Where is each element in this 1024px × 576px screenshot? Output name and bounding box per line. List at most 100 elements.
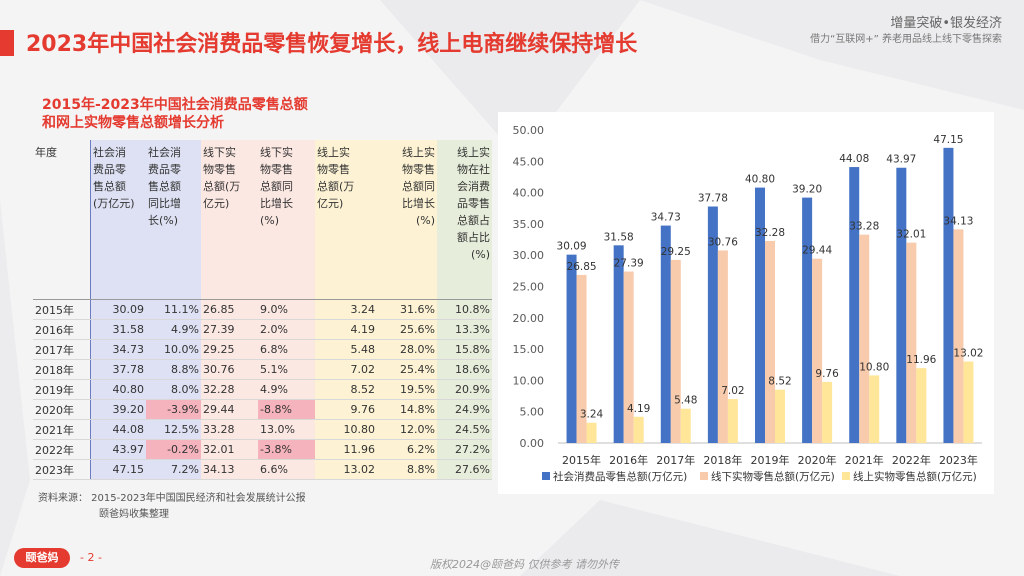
header-tagline: 增量突破•银发经济 [890, 16, 1002, 31]
table-cell: 34.73 [90, 339, 146, 360]
bar [896, 167, 907, 443]
legend-label: 社会消费品零售总额(万亿元) [553, 470, 687, 483]
data-label: 27.39 [614, 258, 644, 270]
bar [660, 225, 671, 443]
table-cell: 14.8% [377, 399, 437, 420]
table-header-text: 费品零 [148, 163, 181, 176]
table-cell: 19.5% [377, 379, 437, 400]
y-tick-label: 15.00 [513, 343, 545, 356]
table-cell: -8.8% [258, 399, 315, 420]
table-title: 2015年-2023年中国社会消费品零售总额 和网上实物零售总额增长分析 [42, 96, 402, 132]
bar [963, 361, 974, 443]
table-cell: 32.01 [201, 439, 258, 460]
table-header-cell: 社会消 费品零 售总额 (万亿元) [90, 140, 146, 300]
table-cell: 30.09 [90, 299, 146, 320]
bar [707, 206, 718, 443]
table-cell: 43.97 [90, 439, 146, 460]
table-header-text: 费品零 [93, 163, 126, 176]
table-cell: 27.6% [437, 459, 492, 480]
table-cell: 13.3% [437, 319, 492, 340]
table-cell: -0.2% [146, 439, 201, 460]
table-header-row: 年度 社会消 费品零 售总额 (万亿元) 社会消 费品零 售总额 同比增 长(%) 线下实 物零售 总额… [33, 140, 492, 300]
table-header-text: 总额(万 [317, 180, 355, 193]
table-cell: 25.4% [377, 359, 437, 380]
x-tick-label: 2015年 [562, 453, 601, 467]
table-cell: 32.28 [201, 379, 258, 400]
bar [717, 250, 728, 443]
table-cell: 2.0% [258, 319, 315, 340]
page-number: - 2 - [80, 551, 102, 564]
table-header-text: (%) [260, 214, 280, 227]
bar [802, 197, 813, 443]
bar [859, 234, 870, 443]
table-cell: 2016年 [33, 319, 91, 340]
table-cell: 34.13 [201, 459, 258, 480]
data-label: 33.28 [849, 221, 879, 233]
data-label: 5.48 [674, 395, 697, 407]
table-cell: 18.6% [437, 359, 492, 380]
table-cell: 2023年 [33, 459, 91, 480]
y-tick-label: 35.00 [513, 218, 545, 231]
table-row: 2023年 47.15 7.2% 34.13 6.6% 13.02 8.8% 27.6% [33, 459, 492, 480]
table-cell: 8.0% [146, 379, 201, 400]
bar [586, 422, 597, 443]
table-cell: 26.85 [201, 299, 258, 320]
data-label: 39.20 [792, 184, 822, 196]
table-header-text: 物零售 [260, 163, 293, 176]
table-header-text: (%) [415, 214, 435, 227]
table-header-text: 亿元) [317, 197, 344, 210]
table-row: 2018年 37.78 8.8% 30.76 5.1% 7.02 25.4% 18.6% [33, 359, 492, 380]
data-table: 年度 社会消 费品零 售总额 (万亿元) 社会消 费品零 售总额 同比增 长(%) 线下实 物零售 总额… [33, 140, 492, 480]
data-label: 9.76 [815, 368, 839, 380]
copyright-footer: 版权2024@颐爸妈 仅供参考 请勿外传 [430, 558, 619, 571]
bar [680, 408, 691, 443]
data-label: 8.52 [768, 376, 791, 388]
table-header-cell: 线上实 物零售 总额(万 亿元) [315, 140, 377, 300]
x-tick-label: 2021年 [845, 453, 884, 467]
table-cell: 6.2% [377, 439, 437, 460]
table-header-cell: 线上实 物零售 总额同 比增长 (%) [377, 140, 437, 300]
table-cell: 27.2% [437, 439, 492, 460]
table-header-text: 长(%) [148, 214, 179, 227]
table-cell: 33.28 [201, 419, 258, 440]
table-header-text: 社会消 [93, 146, 126, 159]
table-row: 2021年 44.08 12.5% 33.28 13.0% 10.80 12.0% 24.5% [33, 419, 492, 440]
data-label: 34.73 [651, 212, 681, 224]
table-cell: 25.6% [377, 319, 437, 340]
table-header-text: 物零售 [203, 163, 236, 176]
data-label: 32.28 [755, 227, 785, 239]
table-cell: 27.39 [201, 319, 258, 340]
data-label: 34.13 [943, 215, 973, 227]
table-header-text: 年度 [35, 146, 57, 159]
table-cell: 31.58 [90, 319, 146, 340]
data-label: 30.09 [557, 241, 587, 253]
table-cell: 12.5% [146, 419, 201, 440]
data-label: 13.02 [953, 347, 983, 359]
y-tick-label: 50.00 [513, 124, 545, 137]
table-cell: 40.80 [90, 379, 146, 400]
table-cell: 47.15 [90, 459, 146, 480]
page-title: 2023年中国社会消费品零售恢复增长，线上电商继续保持增长 [26, 32, 638, 57]
table-cell: 6.8% [258, 339, 315, 360]
table-cell: 9.0% [258, 299, 315, 320]
table-cell: 3.24 [315, 299, 377, 320]
table-header-text: 会消费 [457, 180, 490, 193]
brand-logo: 颐爸妈 [14, 548, 70, 568]
table-row: 2017年 34.73 10.0% 29.25 6.8% 5.48 28.0% 15.8% [33, 339, 492, 360]
table-row: 2015年 30.09 11.1% 26.85 9.0% 3.24 31.6% 10.8% [33, 299, 492, 320]
table-cell: 20.9% [437, 379, 492, 400]
data-label: 47.15 [933, 134, 963, 146]
bar-chart: 0.00 5.00 10.00 15.00 20.00 25.00 30.00 35.00 40… [513, 124, 984, 483]
bar [613, 245, 624, 443]
table-cell: 5.1% [258, 359, 315, 380]
table-cell: 4.19 [315, 319, 377, 340]
table-header-text: 额占比 [457, 231, 490, 244]
legend-swatch [842, 472, 850, 480]
data-label: 40.80 [745, 174, 775, 186]
table-cell: 7.02 [315, 359, 377, 380]
table-cell: 30.76 [201, 359, 258, 380]
table-cell: 37.78 [90, 359, 146, 380]
table-cell: 2021年 [33, 419, 91, 440]
table-cell: 10.0% [146, 339, 201, 360]
y-tick-label: 40.00 [513, 187, 545, 200]
